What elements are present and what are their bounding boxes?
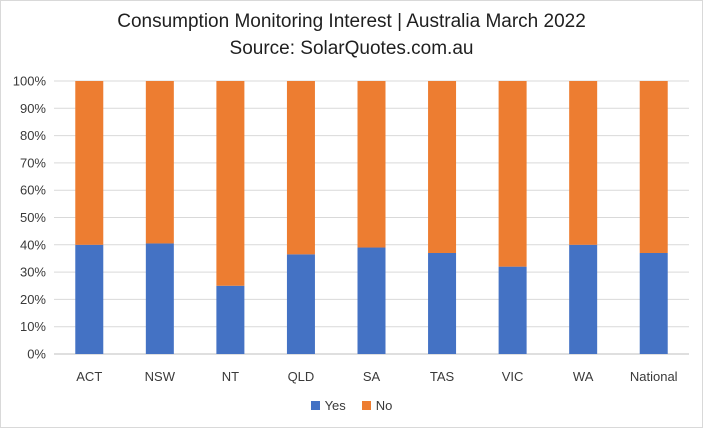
chart-subtitle: Source: SolarQuotes.com.au [229, 38, 474, 59]
y-tick-label: 90% [20, 101, 46, 116]
bar-yes-vic [498, 266, 527, 354]
x-tick-label: NSW [145, 369, 176, 384]
bar-no-qld [286, 81, 315, 255]
legend-swatch-no [361, 401, 371, 410]
legend-label-no: No [375, 398, 393, 413]
x-tick-label: National [630, 369, 678, 384]
y-tick-label: 80% [20, 128, 46, 143]
bar-no-vic [498, 81, 527, 267]
bar-yes-tas [428, 252, 457, 354]
bar-no-sa [357, 81, 386, 248]
x-tick-label: ACT [76, 369, 102, 384]
bar-no-act [75, 81, 104, 245]
legend-swatch-yes [310, 401, 320, 410]
legend-item-no: No [361, 398, 393, 413]
x-tick-label: TAS [430, 369, 455, 384]
bar-yes-qld [286, 254, 315, 354]
legend: Yes No [1, 398, 702, 413]
x-tick-label: NT [222, 369, 239, 384]
bar-yes-national [639, 252, 668, 354]
y-tick-label: 70% [20, 155, 46, 170]
y-tick-label: 40% [20, 237, 46, 252]
x-tick-label: QLD [288, 369, 315, 384]
bar-no-nsw [145, 81, 174, 244]
x-tick-label: SA [363, 369, 381, 384]
bar-yes-wa [569, 244, 598, 354]
y-tick-label: 30% [20, 265, 46, 280]
bar-no-nt [216, 81, 245, 286]
bar-yes-nsw [145, 243, 174, 354]
bar-yes-sa [357, 247, 386, 354]
chart-title: Consumption Monitoring Interest | Austra… [117, 11, 586, 32]
bar-yes-nt [216, 285, 245, 354]
y-tick-label: 50% [20, 210, 46, 225]
legend-item-yes: Yes [310, 398, 346, 413]
bar-no-tas [428, 81, 457, 253]
bar-yes-act [75, 244, 104, 354]
y-tick-label: 0% [27, 347, 46, 362]
y-tick-label: 20% [20, 292, 46, 307]
y-tick-label: 100% [13, 74, 47, 89]
legend-label-yes: Yes [324, 398, 346, 413]
x-tick-label: WA [573, 369, 594, 384]
y-tick-label: 10% [20, 319, 46, 334]
x-tick-label: VIC [502, 369, 524, 384]
y-tick-label: 60% [20, 183, 46, 198]
bar-no-wa [569, 81, 598, 245]
bar-no-national [639, 81, 668, 253]
